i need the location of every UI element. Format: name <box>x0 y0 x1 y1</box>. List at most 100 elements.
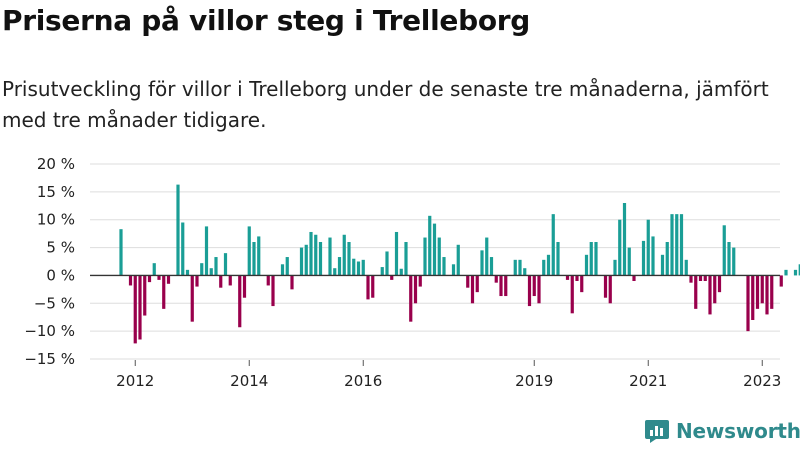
chart-subtitle: Prisutveckling för villor i Trelleborg u… <box>2 77 769 132</box>
bar <box>485 237 489 276</box>
bar <box>584 254 589 276</box>
bar <box>684 259 688 276</box>
bar <box>713 275 717 304</box>
bar <box>504 275 508 297</box>
bar <box>418 275 422 287</box>
bar <box>665 242 669 276</box>
bar <box>266 275 270 286</box>
bar <box>532 275 536 297</box>
bar <box>280 264 285 276</box>
bar <box>328 237 332 276</box>
bar <box>537 275 541 304</box>
bar <box>518 259 522 276</box>
bar <box>589 242 593 276</box>
bar <box>333 268 337 276</box>
bar <box>394 231 399 276</box>
bar <box>195 275 199 287</box>
bar <box>143 275 147 316</box>
bar <box>223 253 228 276</box>
y-tick-label: 10 % <box>37 211 75 229</box>
bar <box>128 275 133 286</box>
bar <box>689 275 693 283</box>
x-tick-label: 2019 <box>515 372 553 390</box>
bar <box>679 214 684 276</box>
bar <box>751 275 755 320</box>
bar <box>651 236 655 276</box>
bar <box>594 242 598 276</box>
bar <box>185 269 190 276</box>
bar <box>622 203 627 276</box>
bar <box>299 247 304 276</box>
bar <box>551 214 555 276</box>
bar <box>385 251 389 276</box>
bar <box>204 226 209 276</box>
bar <box>703 275 707 281</box>
bar <box>428 215 432 276</box>
bar <box>133 275 137 344</box>
bar <box>793 269 798 276</box>
bar <box>494 275 498 283</box>
bar <box>371 275 375 298</box>
bar <box>746 275 750 332</box>
y-tick-label: 5 % <box>46 239 75 257</box>
bar <box>765 275 769 315</box>
bar <box>784 269 788 276</box>
bar <box>451 264 456 276</box>
bar <box>475 275 479 293</box>
bar <box>252 242 256 276</box>
bar <box>698 275 703 281</box>
bar <box>290 275 294 290</box>
bar <box>470 275 475 304</box>
bar <box>337 257 342 276</box>
bar <box>613 259 617 276</box>
bar <box>779 275 783 287</box>
bar <box>556 242 560 276</box>
chart-title: Priserna på villor steg i Trelleborg <box>2 4 531 37</box>
bar <box>708 275 712 315</box>
x-tick-label: 2016 <box>344 372 382 390</box>
bar <box>342 234 346 276</box>
y-tick-label: 15 % <box>37 183 75 201</box>
bar <box>347 242 351 276</box>
bar <box>523 268 527 276</box>
bar <box>608 275 612 304</box>
bar <box>304 244 308 276</box>
bar <box>399 268 403 276</box>
y-tick-label: 20 % <box>37 155 75 173</box>
bar <box>675 214 679 276</box>
bar <box>755 275 760 309</box>
bar <box>413 275 418 304</box>
bar <box>157 275 161 280</box>
bar <box>618 219 622 276</box>
bar <box>247 226 251 276</box>
bar <box>138 275 142 340</box>
brand-name: Newsworthy <box>676 419 800 443</box>
bar <box>542 259 546 276</box>
bar <box>442 257 446 276</box>
bar <box>466 275 470 288</box>
bar <box>760 275 764 304</box>
bar <box>228 275 232 286</box>
bar <box>219 275 223 288</box>
bar <box>352 258 356 276</box>
bar <box>271 275 275 307</box>
bar <box>527 275 532 307</box>
bar <box>119 229 123 276</box>
bar <box>437 237 441 276</box>
bar <box>285 257 289 276</box>
y-tick-label: −15 % <box>24 350 75 368</box>
bar <box>627 247 631 276</box>
bar <box>380 267 384 276</box>
bar <box>409 275 413 322</box>
bar-chart: 20 % 15 % 10 % 5 % 0 % −5 % −10 % −15 % 2012 2014… <box>24 155 800 390</box>
bar <box>694 275 698 309</box>
x-tick-label: 2023 <box>743 372 781 390</box>
y-tick-label: −5 % <box>34 294 75 312</box>
bar <box>423 237 427 276</box>
newsworthy-logo-icon <box>645 420 669 443</box>
bar <box>565 275 570 280</box>
bar <box>646 219 650 276</box>
bar <box>660 254 665 276</box>
bar <box>242 275 247 298</box>
bar <box>570 275 574 314</box>
